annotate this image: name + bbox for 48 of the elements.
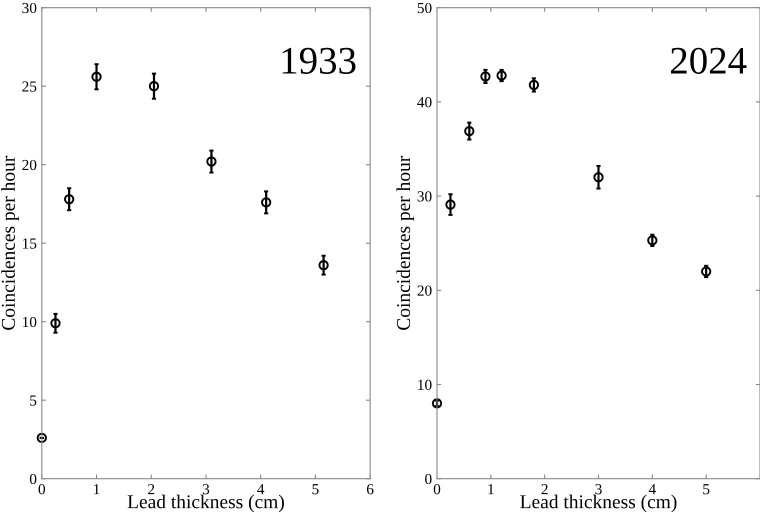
y-tick-label: 15 bbox=[23, 238, 36, 249]
x-axis-title: Lead thickness (cm) bbox=[520, 494, 676, 512]
x-tick-label: 5 bbox=[703, 484, 710, 494]
x-tick-label: 4 bbox=[648, 484, 656, 494]
y-tick-label: 0 bbox=[30, 474, 36, 484]
point bbox=[480, 71, 491, 82]
x-tick-label: 4 bbox=[257, 484, 264, 494]
annotation: 2024 bbox=[671, 48, 746, 74]
point bbox=[64, 194, 74, 204]
x-axis-title: Lead thickness (cm) bbox=[128, 494, 284, 512]
y-tick-label: 25 bbox=[22, 81, 36, 92]
x-tick-label: 6 bbox=[366, 484, 374, 494]
point bbox=[50, 318, 61, 328]
x-tick-label: 5 bbox=[312, 484, 319, 494]
point bbox=[318, 260, 329, 270]
y-tick-label: 10 bbox=[418, 380, 432, 390]
point bbox=[432, 398, 442, 408]
x-tick-label: 2 bbox=[542, 484, 548, 494]
y-tick-label: 0 bbox=[425, 474, 432, 484]
y-tick-label: 20 bbox=[22, 160, 36, 170]
point bbox=[593, 172, 604, 182]
point bbox=[647, 235, 658, 246]
y-axis-title: Coincidences per hour bbox=[396, 156, 414, 330]
point bbox=[148, 81, 160, 92]
y-tick-label: 40 bbox=[417, 97, 432, 108]
x-tick-label: 1 bbox=[488, 484, 494, 494]
y-tick-label: 10 bbox=[23, 316, 36, 328]
point bbox=[261, 197, 272, 208]
point bbox=[91, 72, 102, 82]
x-tick-label: 0 bbox=[434, 484, 440, 494]
point bbox=[36, 432, 47, 444]
y-tick-label: 20 bbox=[418, 285, 432, 296]
x-tick-label: 0 bbox=[38, 484, 46, 494]
y-tick-label: 30 bbox=[22, 2, 36, 14]
y-axis-title: Coincidences per hour bbox=[1, 156, 19, 330]
point bbox=[445, 199, 456, 210]
point bbox=[496, 70, 507, 81]
x-tick-label: 2 bbox=[148, 484, 154, 494]
y-tick-label: 50 bbox=[418, 2, 432, 14]
annotation: 1933 bbox=[282, 48, 356, 74]
point bbox=[206, 156, 217, 167]
y-tick-label: 5 bbox=[30, 396, 36, 406]
y-tick-label: 30 bbox=[418, 191, 432, 202]
x-tick-label: 3 bbox=[595, 484, 602, 494]
x-tick-label: 3 bbox=[202, 484, 210, 494]
point bbox=[528, 80, 540, 90]
x-tick-label: 1 bbox=[94, 484, 100, 494]
point bbox=[464, 126, 474, 136]
